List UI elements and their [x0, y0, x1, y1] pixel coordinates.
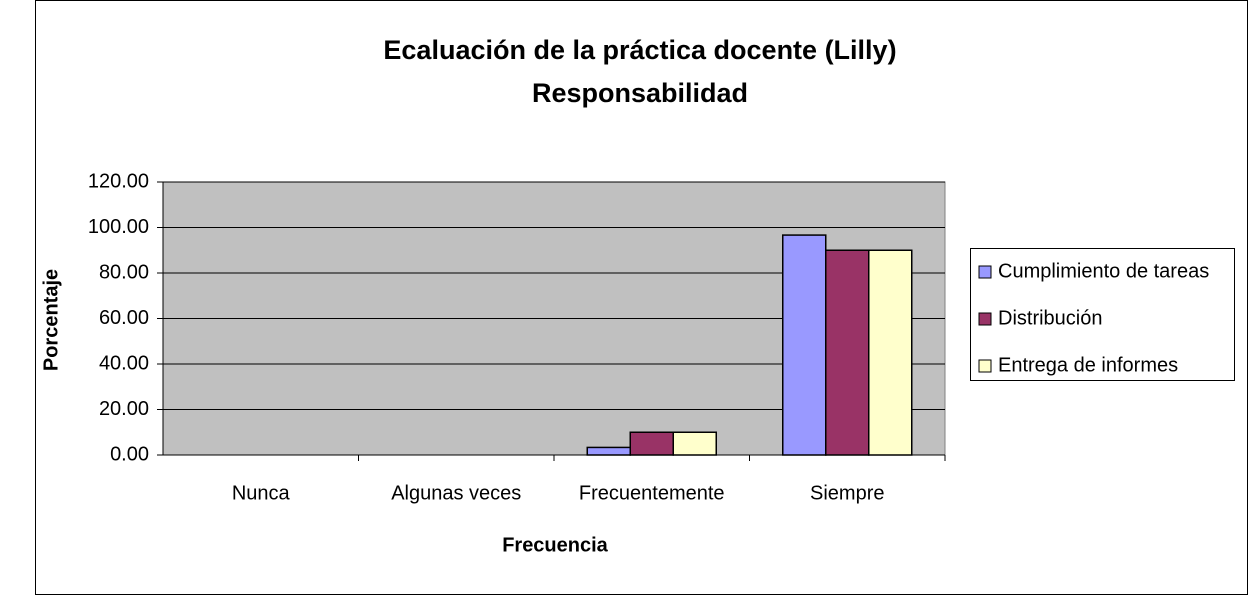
y-tick-label: 60.00 — [99, 307, 149, 329]
bar — [782, 234, 827, 456]
bar — [629, 431, 674, 456]
legend-label: Distribución — [998, 307, 1102, 329]
bar — [825, 249, 870, 456]
legend-swatch — [978, 312, 992, 326]
bar — [672, 431, 717, 456]
legend-label: Entrega de informes — [998, 354, 1178, 376]
legend-swatch — [978, 359, 992, 373]
y-axis-label: Porcentaje — [40, 269, 62, 371]
chart-subtitle: Responsabilidad — [532, 78, 748, 108]
y-tick-label: 120.00 — [88, 170, 149, 192]
bar — [586, 446, 631, 456]
chart-title: Ecaluación de la práctica docente (Lilly… — [383, 35, 896, 65]
legend-swatch — [978, 265, 992, 279]
y-tick-label: 80.00 — [99, 261, 149, 283]
x-tick-label: Frecuentemente — [579, 482, 725, 504]
x-tick-label: Nunca — [232, 482, 291, 504]
legend-label: Cumplimiento de tareas — [998, 260, 1209, 282]
y-tick-label: 100.00 — [88, 216, 149, 238]
y-tick-label: 40.00 — [99, 352, 149, 374]
y-tick-label: 20.00 — [99, 398, 149, 420]
x-tick-label: Siempre — [810, 482, 884, 504]
x-axis-label: Frecuencia — [502, 534, 608, 556]
x-tick-label: Algunas veces — [391, 482, 521, 504]
bar — [868, 249, 913, 456]
legend-box — [970, 248, 1235, 381]
y-tick-label: 0.00 — [110, 443, 149, 465]
